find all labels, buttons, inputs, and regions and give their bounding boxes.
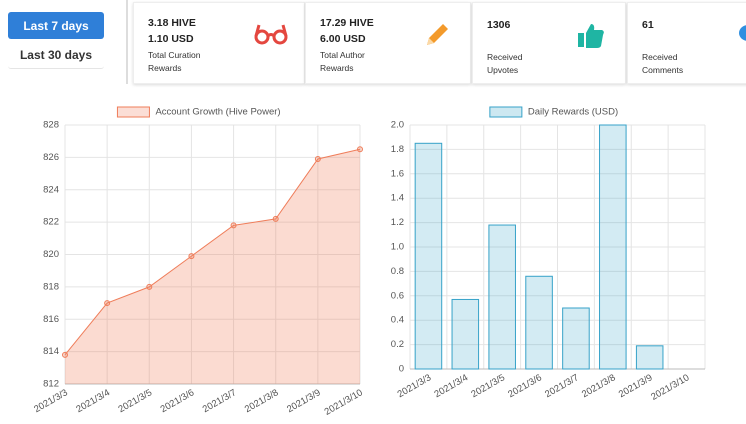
x-tick-label: 2021/3/4 [433, 372, 471, 400]
y-tick-label: 0.6 [391, 290, 404, 301]
stat-card: 1306 Received Upvotes [472, 2, 626, 84]
point [188, 253, 195, 260]
point [104, 300, 111, 307]
bar [414, 142, 443, 370]
point [62, 351, 68, 358]
button[interactable]: Last 7 days [8, 12, 104, 39]
stat-value: 1.10 USD [148, 33, 194, 45]
x-tick-label: 2021/3/10 [323, 387, 365, 418]
pencil-icon [427, 24, 448, 45]
y-tick-label: 816 [43, 314, 59, 325]
legend-label: Daily Rewards (USD) [528, 107, 618, 118]
stat-value: 3.18 HIVE [148, 17, 196, 29]
y-tick-label: 0 [399, 364, 404, 375]
y-tick-label: 2.0 [391, 120, 404, 131]
stat-label: Total Curation Rewards [148, 50, 201, 73]
x-tick-label: 2021/3/3 [396, 372, 434, 400]
y-tick-label: 0.8 [391, 266, 404, 277]
y-tick-label: 1.4 [391, 193, 404, 204]
x-tick-label: 2021/3/6 [506, 372, 544, 400]
y-tick-label: 1.6 [391, 168, 404, 179]
bar [562, 307, 590, 370]
x-tick-label: 2021/3/6 [159, 387, 197, 415]
button[interactable]: Last 30 days [8, 41, 104, 69]
glasses-icon [254, 24, 288, 45]
bar [599, 124, 627, 370]
y-tick-label: 0.4 [391, 315, 404, 326]
y-tick-label: 818 [43, 281, 59, 292]
point [146, 283, 153, 290]
comment-icon [739, 25, 746, 41]
point [314, 155, 321, 162]
x-tick-label: 2021/3/8 [580, 372, 618, 400]
stat-value: 17.29 HIVE [320, 17, 374, 29]
x-tick-label: 2021/3/4 [74, 387, 112, 415]
legend-swatch [489, 106, 523, 118]
stat-value: 6.00 USD [320, 33, 366, 45]
thumbs-up-icon [578, 24, 604, 48]
stat-label: Received Comments [642, 52, 684, 75]
x-tick-label: 2021/3/5 [469, 372, 507, 400]
x-tick-label: 2021/3/7 [543, 372, 581, 400]
divider [126, 0, 128, 84]
y-tick-label: 814 [43, 346, 59, 357]
x-tick-label: 2021/3/3 [32, 387, 70, 415]
x-tick-label: 2021/3/7 [201, 387, 239, 415]
stat-label: Total Author Rewards [320, 50, 365, 73]
stat-label: Received Upvotes [487, 52, 523, 75]
line [64, 148, 361, 356]
stat-card: 17.29 HIVE 6.00 USD Total Author Rewards [305, 2, 471, 84]
y-tick-label: 824 [43, 184, 59, 195]
point [357, 146, 363, 153]
x-tick-label: 2021/3/8 [243, 387, 281, 415]
y-tick-label: 822 [43, 217, 59, 228]
legend-swatch [116, 106, 150, 118]
y-tick-label: 812 [43, 379, 59, 390]
bar [635, 345, 664, 370]
bar [488, 224, 516, 370]
y-tick-label: 828 [43, 120, 59, 131]
x-tick-label: 2021/3/10 [649, 372, 691, 403]
stat-value: 1306 [487, 19, 511, 31]
y-tick-label: 1.2 [391, 217, 404, 228]
y-tick-label: 1.8 [391, 144, 404, 155]
y-tick-label: 820 [43, 249, 59, 260]
stat-card: 3.18 HIVE 1.10 USD Total Curation Reward… [133, 2, 305, 84]
area [65, 149, 360, 384]
stat-value: 61 [642, 19, 654, 31]
y-tick-label: 0.2 [391, 339, 404, 350]
stat-card: 61 Received Comments [627, 2, 746, 84]
y-tick-label: 826 [43, 152, 59, 163]
bar [451, 298, 480, 370]
bar [525, 275, 553, 370]
legend-label: Account Growth (Hive Power) [155, 107, 280, 118]
point [230, 222, 237, 229]
y-tick-label: 1.0 [391, 242, 404, 253]
x-tick-label: 2021/3/5 [117, 387, 155, 415]
x-tick-label: 2021/3/9 [617, 372, 655, 400]
point [272, 215, 279, 222]
x-tick-label: 2021/3/9 [285, 387, 323, 415]
